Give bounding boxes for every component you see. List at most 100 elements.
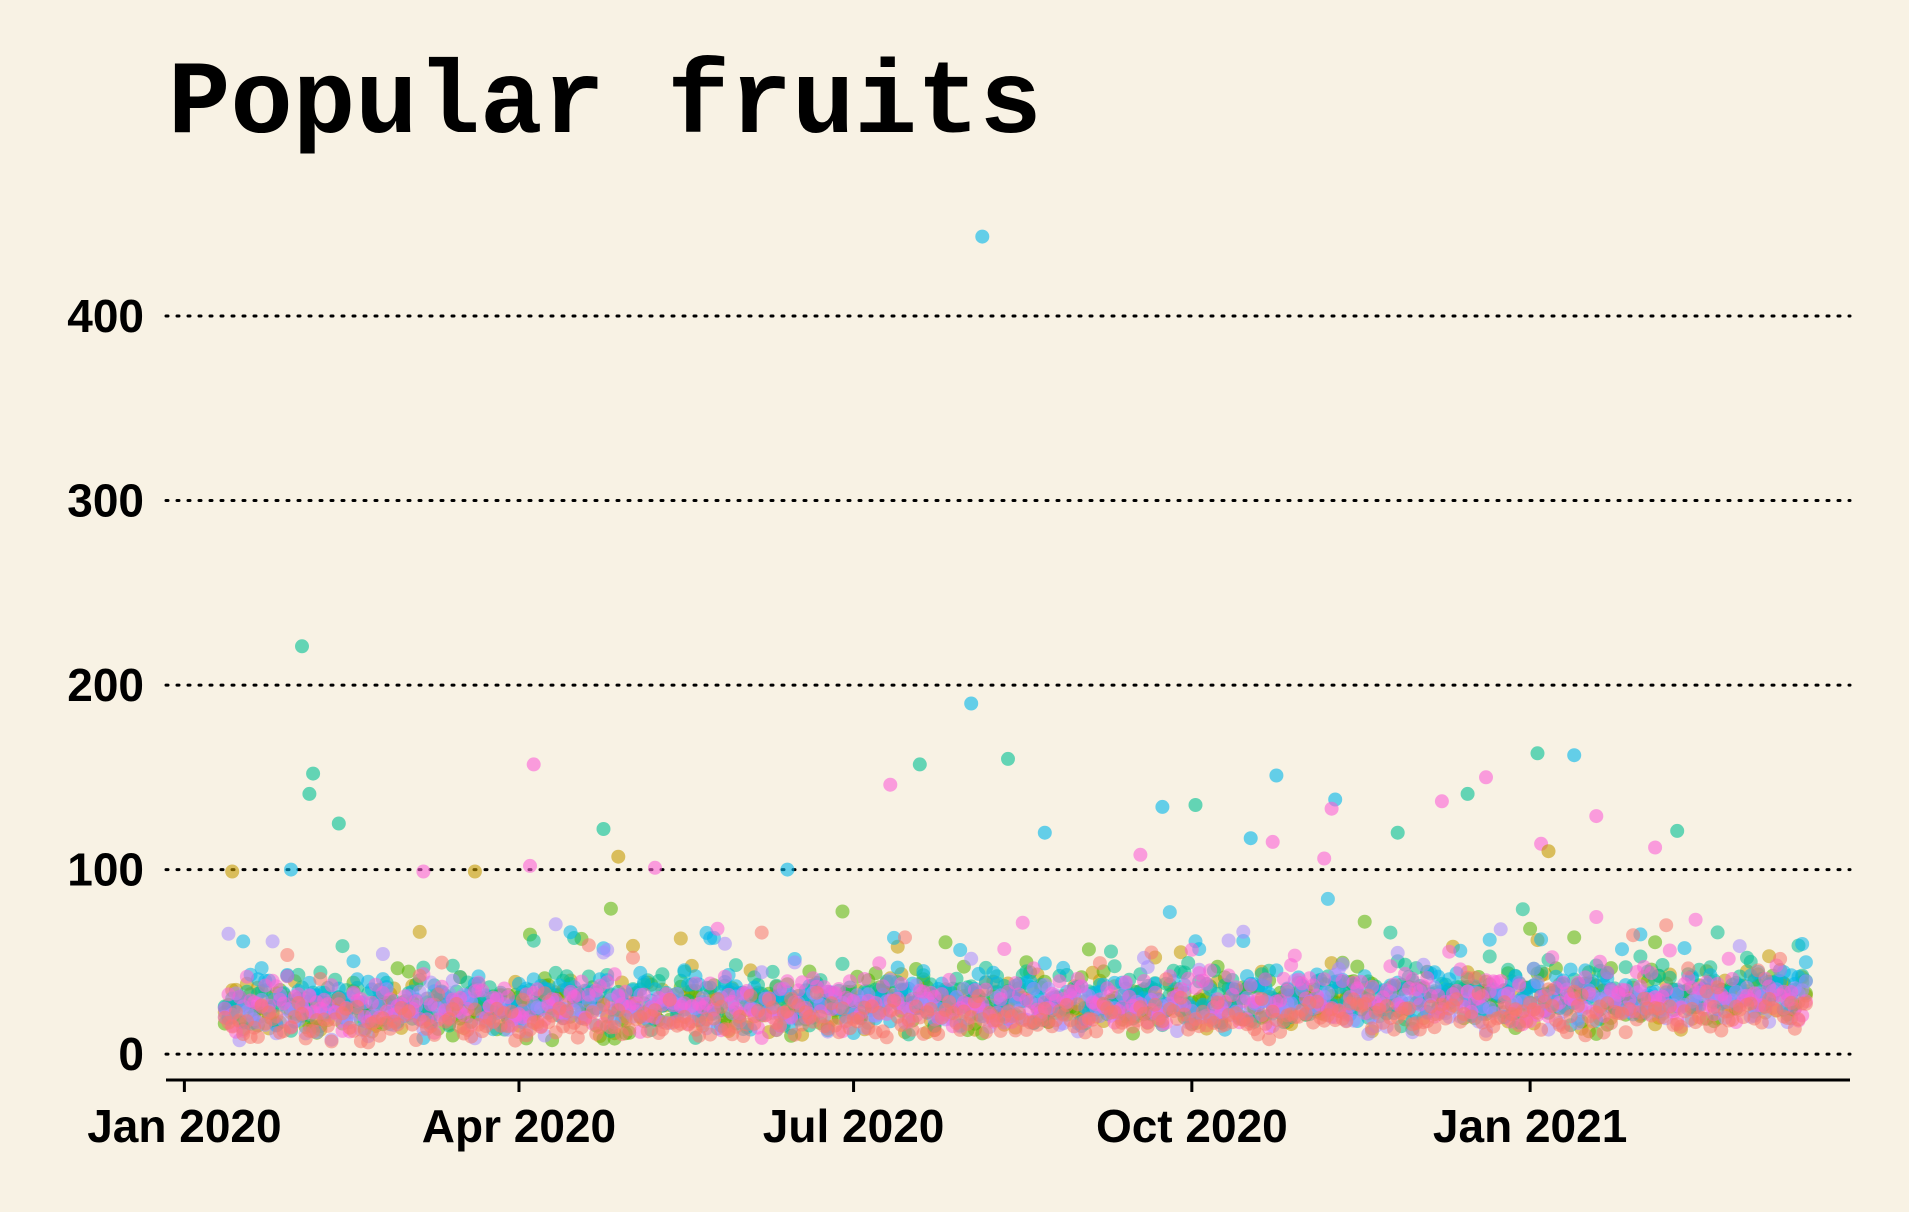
- point-series-2: [611, 849, 626, 864]
- point-series-1: [1262, 1032, 1277, 1047]
- point-series-4: [1181, 956, 1196, 970]
- point-series-1: [780, 1004, 795, 1018]
- point-series-4: [835, 956, 850, 971]
- point-series-5: [677, 963, 692, 978]
- point-series-5: [953, 943, 968, 957]
- point-series-1: [1361, 988, 1376, 1003]
- point-series-1: [942, 994, 957, 1009]
- point-series-1: [743, 988, 758, 1003]
- point-series-5: [1798, 955, 1813, 970]
- point-series-1: [1578, 1028, 1593, 1043]
- point-series-1: [280, 948, 295, 962]
- point-series-7: [1229, 980, 1243, 995]
- point-series-4: [1460, 786, 1475, 801]
- point-series-1: [1559, 1025, 1574, 1040]
- point-series-7: [1633, 979, 1648, 994]
- point-series-1: [1159, 972, 1174, 987]
- point-series-1: [269, 1009, 284, 1024]
- point-series-5: [1534, 932, 1549, 947]
- point-series-4: [1188, 798, 1203, 812]
- point-series-1: [324, 1034, 339, 1049]
- point-series-1: [1714, 1023, 1729, 1038]
- point-series-1: [1401, 1001, 1416, 1016]
- point-series-1: [916, 1026, 931, 1041]
- point-series-7: [1589, 910, 1604, 924]
- point-series-1: [559, 1004, 574, 1019]
- point-series-1: [1545, 999, 1560, 1013]
- point-series-7: [1493, 974, 1508, 988]
- point-series-7: [997, 942, 1012, 956]
- point-series-1: [809, 985, 824, 1000]
- point-series-7: [688, 976, 703, 991]
- point-series-1: [692, 1028, 707, 1043]
- point-series-1: [736, 1029, 751, 1043]
- point-series-1: [401, 1004, 416, 1019]
- point-series-7: [1442, 944, 1457, 959]
- point-series-1: [1339, 1014, 1354, 1029]
- point-series-7: [416, 864, 431, 879]
- point-series-4: [1530, 746, 1545, 761]
- point-series-1: [1137, 1006, 1151, 1021]
- point-series-1: [964, 1010, 979, 1025]
- point-series-1: [585, 1005, 600, 1020]
- point-series-1: [1773, 951, 1788, 966]
- point-series-7: [1725, 972, 1740, 986]
- point-series-1: [1596, 1025, 1611, 1040]
- point-series-1: [1078, 1025, 1093, 1040]
- point-series-1: [931, 1027, 946, 1042]
- point-series-1: [905, 1022, 920, 1037]
- point-series-6: [717, 936, 732, 951]
- point-series-1: [464, 1029, 479, 1044]
- point-series-7: [1784, 985, 1799, 999]
- point-series-1: [596, 997, 611, 1012]
- point-series-7: [1148, 985, 1163, 1000]
- point-series-7: [648, 860, 662, 875]
- point-series-6: [1221, 933, 1236, 948]
- point-series-5: [1269, 768, 1284, 783]
- point-series-7: [1659, 983, 1674, 998]
- point-series-1: [1563, 1009, 1578, 1024]
- point-series-4: [302, 786, 317, 801]
- point-series-7: [221, 987, 236, 1002]
- point-series-1: [1089, 1024, 1104, 1039]
- point-series-5: [1567, 748, 1582, 763]
- point-series-4: [335, 939, 350, 954]
- point-series-5: [1677, 941, 1692, 956]
- point-series-6: [1416, 957, 1431, 972]
- point-series-6: [1026, 981, 1041, 996]
- point-series-7: [1317, 851, 1332, 866]
- point-series-3: [1523, 921, 1538, 936]
- point-series-7: [364, 995, 379, 1010]
- point-series-1: [284, 1020, 298, 1035]
- point-series-1: [1471, 986, 1486, 1001]
- point-series-1: [1798, 996, 1813, 1011]
- point-series-1: [1604, 1016, 1618, 1031]
- point-series-7: [883, 777, 898, 792]
- point-series-5: [1453, 943, 1468, 958]
- point-series-4: [1482, 949, 1497, 964]
- point-series-1: [1085, 1012, 1100, 1027]
- point-series-4: [331, 816, 346, 831]
- point-series-1: [1655, 1010, 1670, 1025]
- x-tick-label: Oct 2020: [1096, 1100, 1288, 1152]
- point-series-1: [405, 1017, 420, 1032]
- point-series-7: [1578, 970, 1593, 985]
- point-series-1: [1254, 992, 1269, 1006]
- point-series-1: [1570, 998, 1585, 1013]
- point-series-5: [1795, 937, 1810, 951]
- point-series-5: [350, 972, 365, 987]
- point-series-5: [780, 862, 795, 877]
- point-series-1: [887, 993, 901, 1008]
- point-series-1: [1059, 998, 1074, 1012]
- point-series-7: [754, 1030, 769, 1045]
- point-series-5: [1243, 831, 1258, 846]
- point-series-3: [401, 964, 416, 979]
- point-series-1: [1497, 995, 1512, 1010]
- point-series-7: [1104, 985, 1118, 1000]
- point-series-7: [1015, 915, 1030, 930]
- point-series-7: [232, 990, 247, 1004]
- point-series-7: [1589, 809, 1604, 824]
- y-tick-label-0: 0: [118, 1028, 144, 1080]
- point-series-1: [1673, 1019, 1688, 1034]
- point-series-1: [291, 996, 306, 1010]
